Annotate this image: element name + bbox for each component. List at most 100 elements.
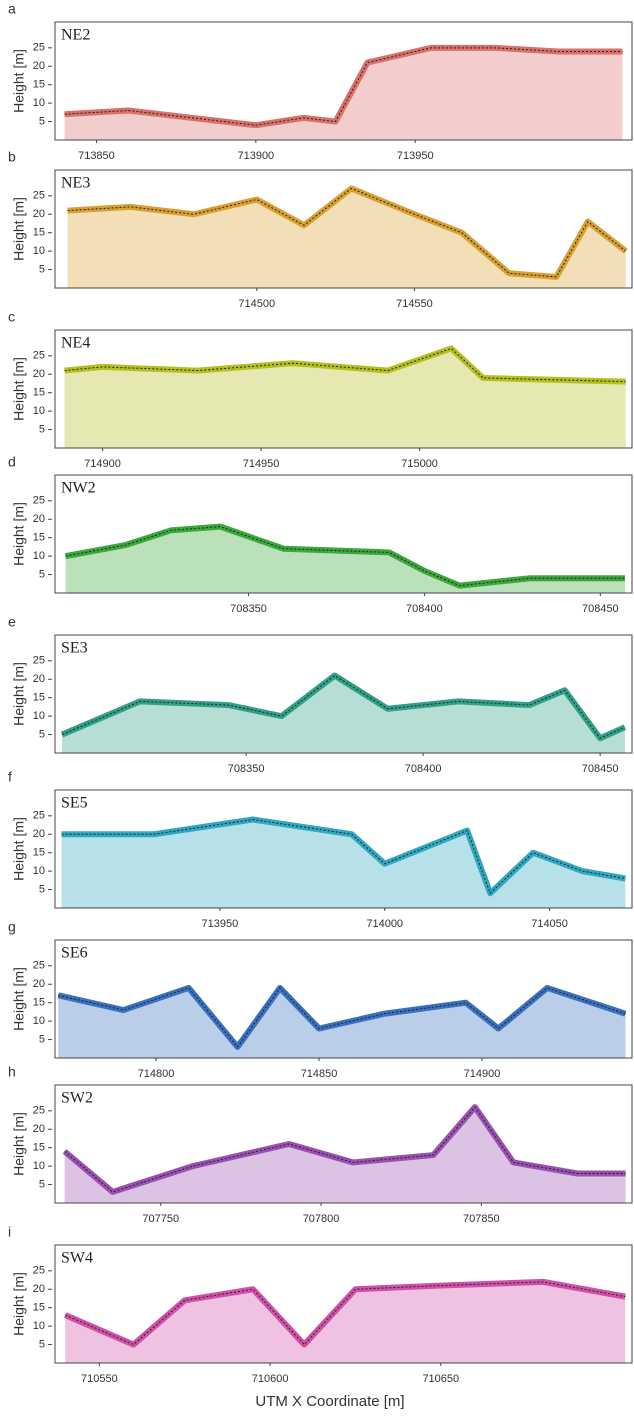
x-tick-label: 708400: [405, 763, 442, 775]
y-tick-label: 20: [33, 1123, 45, 1135]
y-tick-label: 25: [33, 350, 45, 362]
x-tick-label: 710550: [81, 1373, 118, 1385]
y-tick-label: 10: [33, 1320, 45, 1332]
x-tick-label: 714900: [84, 458, 121, 470]
y-tick-label: 5: [39, 1033, 45, 1045]
y-axis-title: Height [m]: [11, 49, 27, 113]
canopy-edge: [67, 187, 627, 278]
site-label: NE2: [61, 27, 90, 44]
y-axis-title: Height [m]: [11, 502, 27, 566]
canopy-area: [65, 1281, 626, 1363]
x-tick-label: 714900: [464, 1068, 501, 1080]
y-tick-label: 20: [33, 978, 45, 990]
y-tick-label: 5: [39, 1338, 45, 1350]
site-label: NE4: [61, 335, 90, 352]
x-tick-label: 714500: [238, 298, 275, 310]
y-tick-label: 25: [33, 810, 45, 822]
canopy-edge: [64, 47, 623, 126]
x-tick-label: 713850: [78, 150, 115, 162]
y-axis-title: Height [m]: [11, 197, 27, 261]
canopy-area: [64, 348, 626, 448]
y-tick-label: 10: [33, 405, 45, 417]
y-tick-label: 25: [33, 960, 45, 972]
y-tick-label: 25: [33, 1105, 45, 1117]
canopy-area: [64, 47, 623, 140]
x-tick-label: 710600: [252, 1373, 289, 1385]
x-tick-label: 713900: [237, 150, 274, 162]
plot-frame: [54, 329, 633, 449]
y-tick-label: 10: [33, 245, 45, 257]
panel-letter: a: [8, 1, 16, 17]
canopy-area: [62, 675, 625, 753]
y-axis-title: Height [m]: [11, 1112, 27, 1176]
y-axis-title: Height [m]: [11, 817, 27, 881]
plot-frame: [54, 1084, 633, 1204]
canopy-edge: [64, 1106, 626, 1193]
x-tick-label: 708350: [230, 603, 267, 615]
canopy-area: [65, 526, 625, 593]
x-tick-label: 714000: [366, 918, 403, 930]
plot-frame: [54, 1244, 633, 1364]
y-tick-label: 10: [33, 97, 45, 109]
x-tick-label: 713950: [397, 150, 434, 162]
plot-frame: [54, 634, 633, 754]
x-tick-label: 708450: [582, 763, 619, 775]
x-tick-label: 715000: [401, 458, 438, 470]
y-tick-label: 5: [39, 883, 45, 895]
panel-letter: h: [8, 1064, 16, 1080]
y-tick-label: 5: [39, 728, 45, 740]
x-tick-label: 708350: [228, 763, 265, 775]
canopy-area: [64, 1107, 626, 1203]
site-label: SE6: [61, 945, 88, 962]
y-tick-label: 15: [33, 227, 45, 239]
plot-frame: [54, 474, 633, 594]
plot-frame: [54, 169, 633, 289]
y-tick-label: 10: [33, 710, 45, 722]
y-tick-label: 5: [39, 115, 45, 127]
y-tick-label: 10: [33, 1015, 45, 1027]
y-tick-label: 10: [33, 1160, 45, 1172]
y-tick-label: 25: [33, 42, 45, 54]
panel-letter: d: [8, 454, 16, 470]
panel-letter: b: [8, 149, 16, 165]
y-tick-label: 15: [33, 79, 45, 91]
x-tick-label: 714850: [301, 1068, 338, 1080]
y-tick-label: 15: [33, 847, 45, 859]
canopy-edge: [61, 674, 626, 739]
y-tick-label: 20: [33, 1283, 45, 1295]
x-tick-label: 713950: [201, 918, 238, 930]
x-tick-label: 714550: [396, 298, 433, 310]
site-label: NW2: [61, 480, 96, 497]
canopy-edge: [65, 526, 625, 587]
y-tick-label: 15: [33, 387, 45, 399]
y-tick-label: 20: [33, 673, 45, 685]
x-tick-label: 714800: [138, 1068, 175, 1080]
x-tick-label: 714950: [243, 458, 280, 470]
y-tick-label: 25: [33, 495, 45, 507]
panel-letter: e: [8, 614, 16, 630]
y-tick-label: 15: [33, 692, 45, 704]
x-tick-label: 708450: [582, 603, 619, 615]
y-tick-label: 20: [33, 368, 45, 380]
x-tick-label: 710650: [422, 1373, 459, 1385]
site-label: SE5: [61, 795, 88, 812]
y-tick-label: 10: [33, 550, 45, 562]
y-axis-title: Height [m]: [11, 967, 27, 1031]
y-tick-label: 5: [39, 263, 45, 275]
y-tick-label: 15: [33, 1142, 45, 1154]
y-tick-label: 5: [39, 568, 45, 580]
site-label: SW2: [61, 1090, 93, 1107]
canopy-edge: [61, 818, 626, 895]
x-tick-label: 707750: [142, 1213, 179, 1225]
canopy-edge: [58, 987, 626, 1048]
x-tick-label: 708400: [406, 603, 443, 615]
y-tick-label: 15: [33, 532, 45, 544]
y-tick-label: 20: [33, 208, 45, 220]
y-tick-label: 5: [39, 1178, 45, 1190]
y-tick-label: 20: [33, 513, 45, 525]
y-tick-label: 20: [33, 828, 45, 840]
canopy-edge: [64, 347, 626, 383]
plot-frame: [54, 939, 633, 1059]
x-tick-label: 707850: [463, 1213, 500, 1225]
panel-letter: i: [8, 1224, 11, 1240]
